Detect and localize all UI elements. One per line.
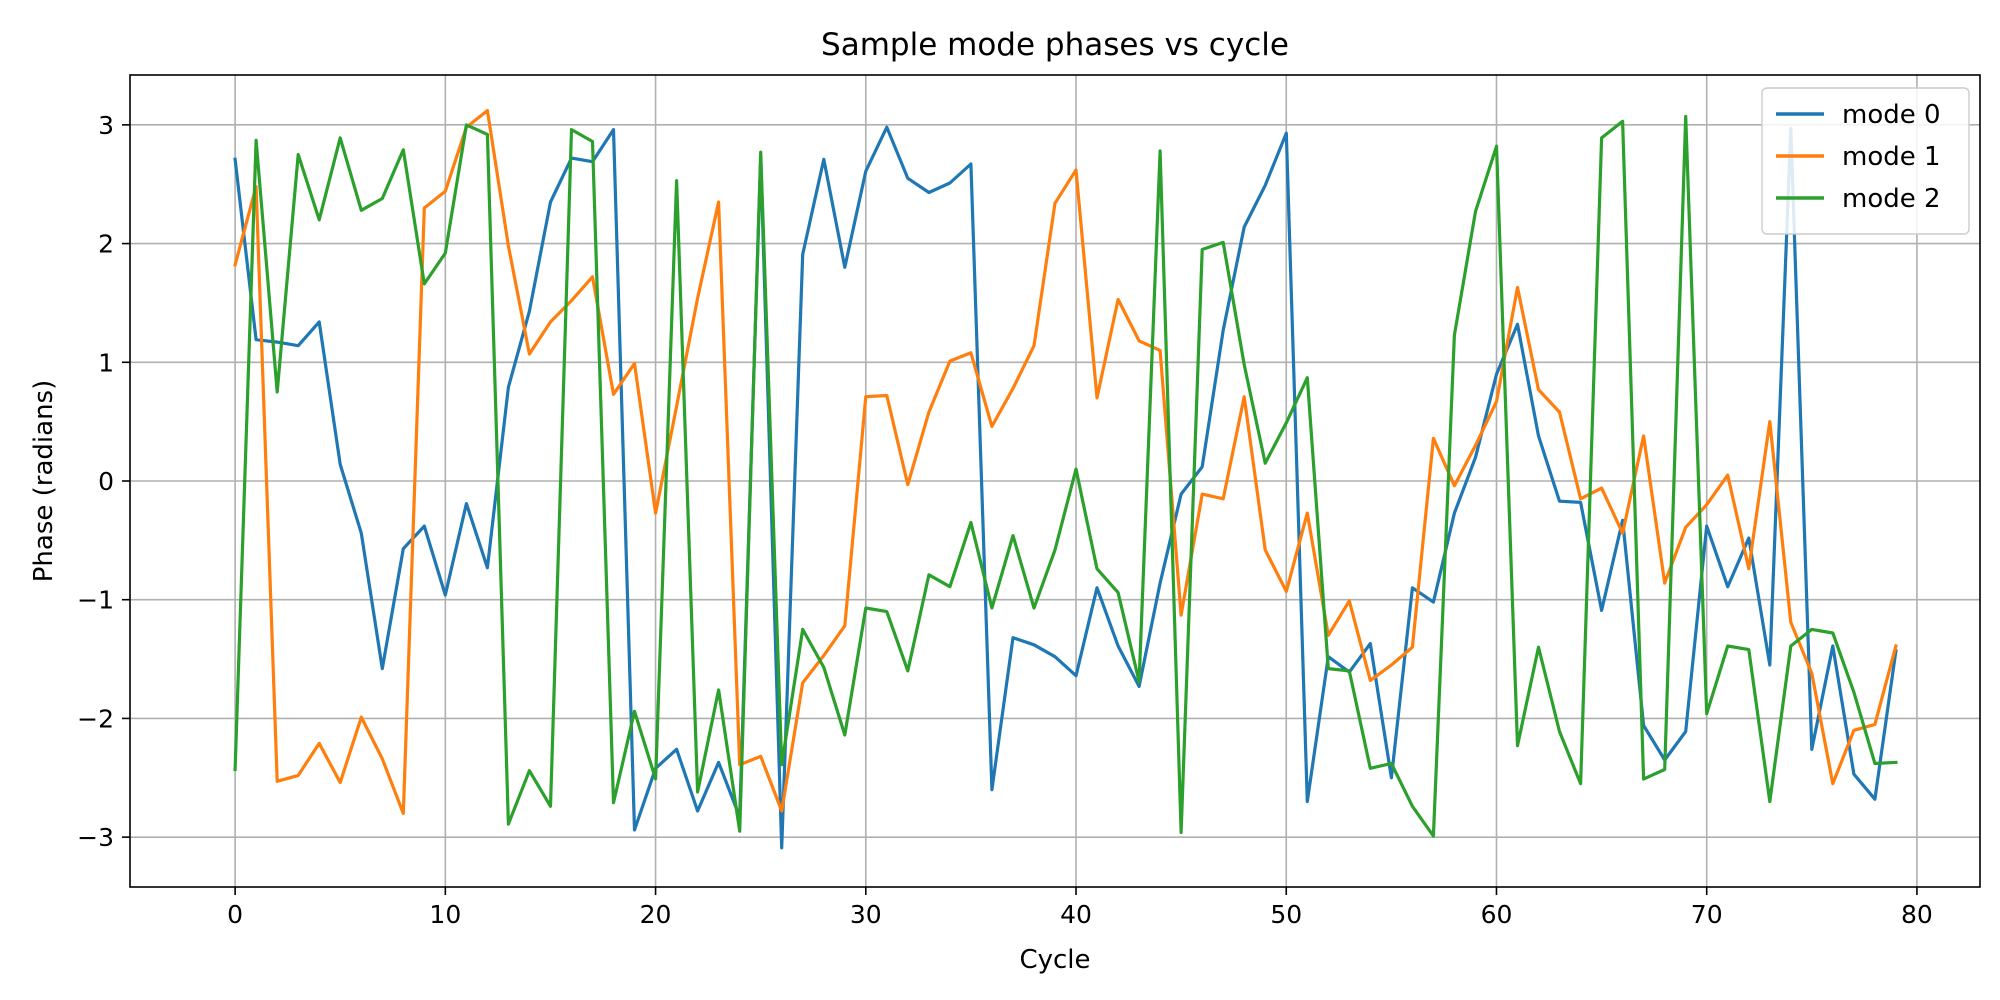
x-tick-label: 50 xyxy=(1270,900,1302,929)
x-tick-label: 0 xyxy=(227,900,243,929)
x-tick-label: 20 xyxy=(640,900,672,929)
legend-label-mode-2: mode 2 xyxy=(1842,184,1941,214)
series-lines xyxy=(233,108,1898,850)
legend-label-mode-1: mode 1 xyxy=(1842,142,1941,172)
series-line-mode-2 xyxy=(233,114,1898,838)
grid xyxy=(130,75,1980,887)
y-tick-label: −2 xyxy=(77,704,114,733)
x-tick-label: 80 xyxy=(1901,900,1933,929)
axis-ticks: 0 10 20 30 40 50 60 70 80 −3 −2 −1 0 1 2 3 xyxy=(77,111,1933,929)
series-line-mode-0 xyxy=(233,125,1898,850)
legend-label-mode-0: mode 0 xyxy=(1842,100,1941,130)
y-tick-label: 3 xyxy=(98,111,114,140)
x-tick-label: 60 xyxy=(1481,900,1513,929)
chart-title: Sample mode phases vs cycle xyxy=(821,27,1289,63)
y-axis-label: Phase (radians) xyxy=(29,380,59,583)
y-tick-label: 1 xyxy=(98,348,114,377)
x-tick-label: 10 xyxy=(429,900,461,929)
x-tick-label: 70 xyxy=(1691,900,1723,929)
x-tick-label: 30 xyxy=(850,900,882,929)
y-tick-label: 0 xyxy=(98,467,114,496)
x-axis-label: Cycle xyxy=(1019,945,1090,975)
legend: mode 0 mode 1 mode 2 xyxy=(1761,87,1970,235)
x-tick-label: 40 xyxy=(1060,900,1092,929)
series-line-mode-1 xyxy=(233,108,1898,816)
y-tick-label: −1 xyxy=(77,586,114,615)
y-tick-label: −3 xyxy=(77,823,114,852)
y-tick-label: 2 xyxy=(98,230,114,259)
